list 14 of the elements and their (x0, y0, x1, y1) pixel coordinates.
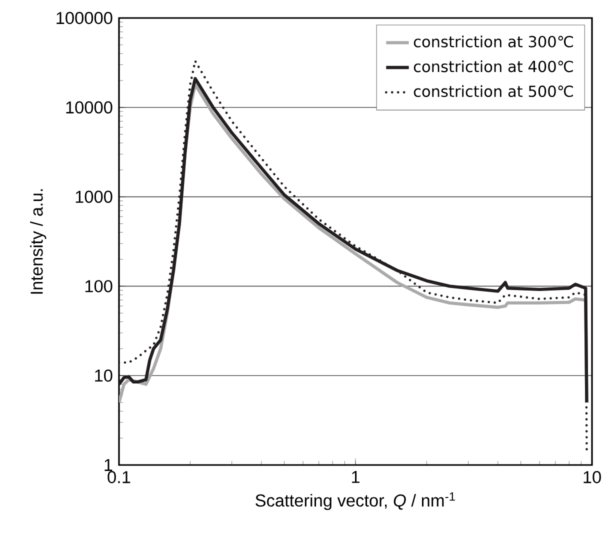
x-axis-title: Scattering vector, Q / nm$^{-1}$ (256, 492, 455, 510)
y-tick-label: 100000 (56, 12, 112, 24)
y-tick-label: 10000 (66, 101, 112, 114)
y-tick-label: 1000 (76, 190, 112, 203)
y-tick-label: 100 (85, 280, 112, 292)
x-tick-label: 10 (584, 471, 601, 484)
legend-label: constriction at 500℃ (414, 85, 573, 98)
y-tick-label: 1 (104, 459, 112, 471)
y-tick-label: 10 (95, 369, 112, 382)
x-tick-label: 1 (352, 471, 360, 483)
x-tick-label: 0.1 (108, 471, 130, 484)
y-axis-title: Intensity / a.u. (30, 189, 46, 294)
legend-label: constriction at 400℃ (414, 60, 573, 72)
legend-label: constriction at 300℃ (414, 36, 573, 48)
